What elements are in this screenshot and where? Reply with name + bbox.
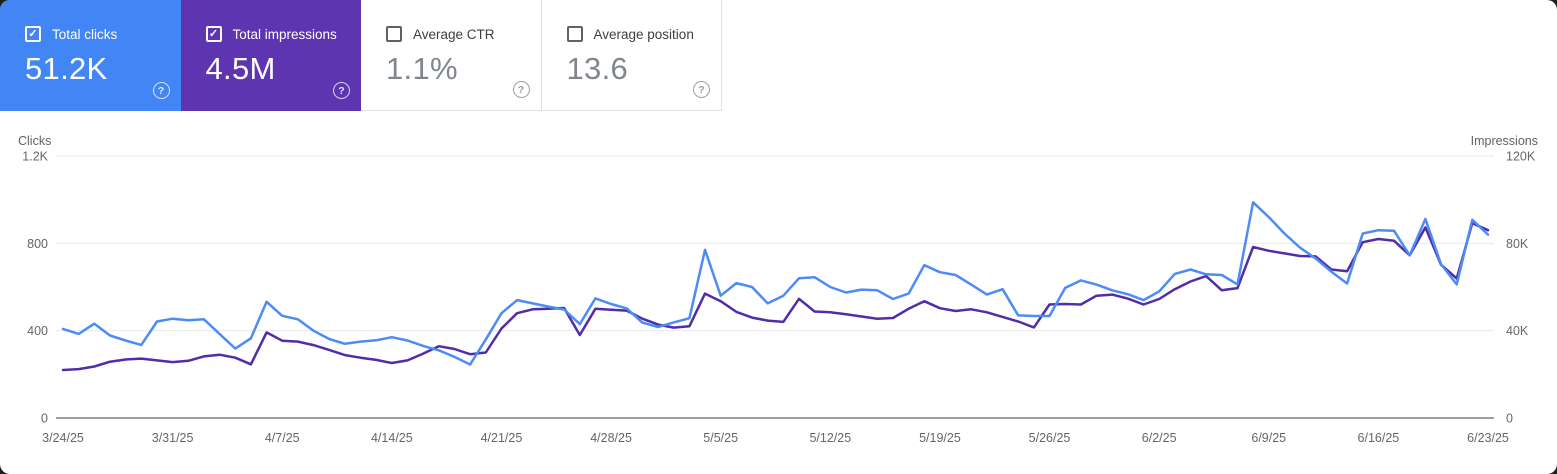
left-axis-tick-label: 800: [27, 237, 48, 251]
right-axis-title: Impressions: [1470, 134, 1538, 148]
checkbox-unchecked-icon[interactable]: [386, 26, 402, 42]
x-axis-date-label: 4/28/25: [590, 431, 632, 445]
card-label: Average position: [593, 26, 694, 42]
right-axis-tick-label: 120K: [1506, 150, 1536, 164]
card-label: Average CTR: [413, 26, 495, 42]
card-average-position[interactable]: Average position 13.6 ?: [541, 0, 722, 111]
total-clicks-value: 51.2K: [25, 51, 108, 86]
average-ctr-value: 1.1%: [386, 51, 458, 86]
x-axis-date-label: 4/14/25: [371, 431, 413, 445]
metric-cards: ✓ Total clicks 51.2K ? ✓ Total impressio…: [0, 0, 1557, 111]
x-axis-date-label: 5/19/25: [919, 431, 961, 445]
help-icon[interactable]: ?: [512, 81, 530, 98]
x-axis-date-label: 6/23/25: [1467, 431, 1509, 445]
x-axis-date-label: 4/7/25: [265, 431, 300, 445]
x-axis-date-label: 6/16/25: [1358, 431, 1400, 445]
right-axis-tick-label: 80K: [1506, 237, 1529, 251]
help-icon[interactable]: ?: [333, 82, 350, 99]
right-axis-tick-label: 40K: [1506, 324, 1529, 338]
help-icon[interactable]: ?: [152, 82, 170, 99]
x-axis-date-label: 3/24/25: [42, 431, 84, 445]
x-axis-date-label: 5/12/25: [809, 431, 851, 445]
x-axis-date-label: 5/26/25: [1029, 431, 1071, 445]
card-total-clicks-header: ✓ Total clicks: [25, 26, 181, 42]
x-axis-date-label: 4/21/25: [481, 431, 523, 445]
impressions-line: [61, 221, 1490, 372]
card-total-impressions[interactable]: ✓ Total impressions 4.5M ?: [180, 0, 362, 111]
checkbox-unchecked-icon[interactable]: [566, 26, 583, 42]
x-axis-date-label: 5/5/25: [703, 431, 738, 445]
card-average-ctr[interactable]: Average CTR 1.1% ?: [361, 0, 542, 111]
average-position-value: 13.6: [566, 51, 629, 86]
card-average-ctr-header: Average CTR: [386, 26, 541, 42]
x-axis-date-label: 6/2/25: [1142, 431, 1177, 445]
card-label: Total clicks: [52, 26, 118, 42]
left-axis-title: Clicks: [18, 134, 52, 148]
total-impressions-value: 4.5M: [205, 51, 276, 86]
help-icon[interactable]: ?: [693, 81, 710, 98]
clicks-line: [61, 201, 1490, 366]
left-axis-tick-label: 400: [27, 324, 48, 338]
left-axis-tick-label: 0: [41, 412, 48, 426]
left-axis-tick-label: 1.2K: [22, 150, 48, 164]
card-total-impressions-header: ✓ Total impressions: [205, 26, 362, 42]
card-label: Total impressions: [232, 26, 337, 42]
x-axis-date-label: 6/9/25: [1251, 431, 1286, 445]
checkbox-checked-icon[interactable]: ✓: [205, 26, 222, 42]
checkbox-checked-icon[interactable]: ✓: [25, 26, 41, 42]
x-axis-date-label: 3/31/25: [152, 431, 194, 445]
card-total-clicks[interactable]: ✓ Total clicks 51.2K ?: [0, 0, 181, 111]
card-average-position-header: Average position: [566, 26, 722, 42]
right-axis-tick-label: 0: [1506, 412, 1513, 426]
